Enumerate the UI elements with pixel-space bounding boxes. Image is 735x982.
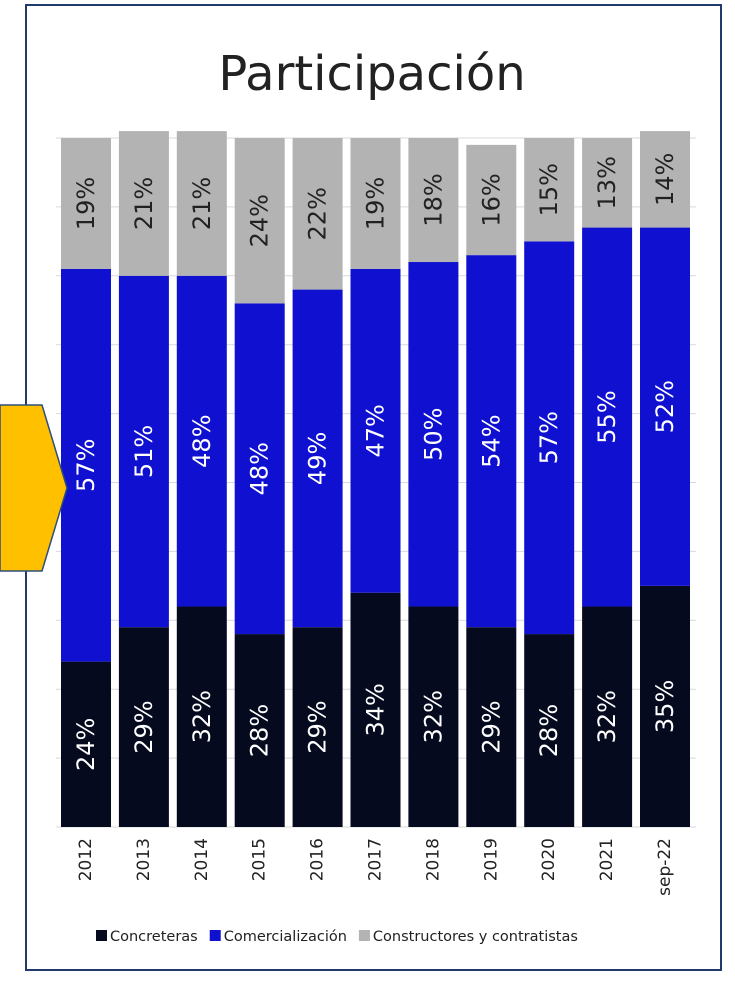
bar-segment: [466, 627, 517, 827]
data-label: 52%: [651, 380, 679, 433]
data-label: 29%: [304, 700, 332, 753]
bar-segment: [61, 268, 111, 662]
data-label: 54%: [477, 414, 505, 467]
data-label: 51%: [130, 425, 158, 478]
bar-segment: [176, 275, 227, 607]
bar-segment: [466, 144, 517, 256]
x-axis-tick-labels: 2012 2013 2014 2015 2016 2017 2018 2019 2020 2021…: [76, 838, 675, 896]
data-label: 34%: [362, 683, 390, 736]
data-label: 47%: [362, 404, 390, 457]
data-label: 16%: [477, 173, 505, 226]
data-label: 35%: [651, 680, 679, 733]
data-label: 24%: [246, 194, 274, 247]
data-label: 19%: [72, 177, 100, 230]
bar-segment: [640, 131, 690, 228]
bar-segment: [176, 131, 227, 276]
bar-segment: [234, 303, 285, 635]
legend-swatch: [96, 930, 107, 941]
legend-swatch: [358, 930, 370, 941]
data-label: 21%: [130, 177, 158, 230]
data-label: 14%: [651, 153, 679, 206]
bar-segment: [292, 627, 343, 827]
legend-entry: Concreteras: [110, 929, 198, 945]
data-label: 13%: [593, 156, 621, 209]
x-tick-label: 2021: [597, 838, 617, 881]
bar-segment: [61, 138, 111, 269]
legend: Concreteras Comercialización Constructores…: [96, 929, 578, 945]
bar-segment: [118, 627, 169, 827]
data-label: 21%: [188, 177, 216, 230]
legend-entry: Comercialización: [224, 929, 347, 945]
x-tick-label: 2015: [250, 838, 270, 881]
x-tick-label: 2019: [481, 838, 501, 881]
bar-segment: [582, 606, 633, 827]
x-tick-label: 2013: [134, 838, 154, 881]
x-tick-label: sep-22: [655, 838, 675, 896]
data-label: 29%: [130, 700, 158, 753]
bar-segment: [582, 227, 633, 607]
bar-segment: [350, 138, 401, 269]
data-label: 28%: [246, 704, 274, 757]
data-label: 19%: [362, 177, 390, 230]
x-tick-label: 2016: [308, 838, 328, 881]
bars-group: [61, 131, 690, 827]
data-label: 48%: [188, 414, 216, 467]
x-tick-label: 2018: [423, 838, 443, 881]
data-label: 24%: [72, 718, 100, 771]
chart-title: Participación: [218, 46, 525, 102]
x-tick-label: 2020: [539, 838, 559, 881]
data-label: 48%: [246, 442, 274, 495]
bar-segment: [118, 275, 169, 628]
bar-segment: [466, 255, 517, 628]
bar-segment: [61, 661, 111, 827]
data-label: 28%: [535, 704, 563, 757]
bar-segment: [640, 227, 690, 586]
bar-segment: [118, 131, 169, 276]
x-tick-label: 2014: [192, 838, 212, 881]
bar-segment: [234, 138, 285, 304]
data-label: 29%: [477, 700, 505, 753]
data-labels-group: 24% 57% 19% 29% 51% 21% 32% 48% 21% 28% 48% 24% 29% 4…: [72, 153, 679, 771]
bar-segment: [582, 138, 633, 228]
data-label: 32%: [419, 690, 447, 743]
data-label: 50%: [419, 408, 447, 461]
bar-segment: [524, 138, 575, 242]
bar-segment: [408, 262, 459, 607]
x-tick-label: 2017: [366, 838, 386, 881]
bar-segment: [408, 606, 459, 827]
bar-segment: [408, 138, 459, 263]
bar-segment: [234, 634, 285, 827]
bar-segment: [524, 634, 575, 827]
bar-segment: [350, 268, 401, 593]
data-label: 32%: [188, 690, 216, 743]
data-label: 57%: [535, 411, 563, 464]
data-label: 32%: [593, 690, 621, 743]
callout-arrow-shape: [0, 404, 68, 572]
data-label: 15%: [535, 163, 563, 216]
data-label: 22%: [304, 187, 332, 240]
bar-segment: [292, 289, 343, 628]
data-label: 57%: [72, 439, 100, 492]
data-label: 49%: [304, 432, 332, 485]
x-tick-label: 2012: [76, 838, 96, 881]
bar-segment: [640, 585, 690, 827]
data-label: 55%: [593, 390, 621, 443]
bar-segment: [292, 138, 343, 290]
bar-segment: [176, 606, 227, 827]
bar-segment: [524, 241, 575, 635]
legend-entry: Constructores y contratistas: [373, 929, 578, 945]
data-label: 18%: [419, 173, 447, 226]
bar-segment: [350, 592, 401, 827]
legend-swatch: [209, 930, 221, 941]
